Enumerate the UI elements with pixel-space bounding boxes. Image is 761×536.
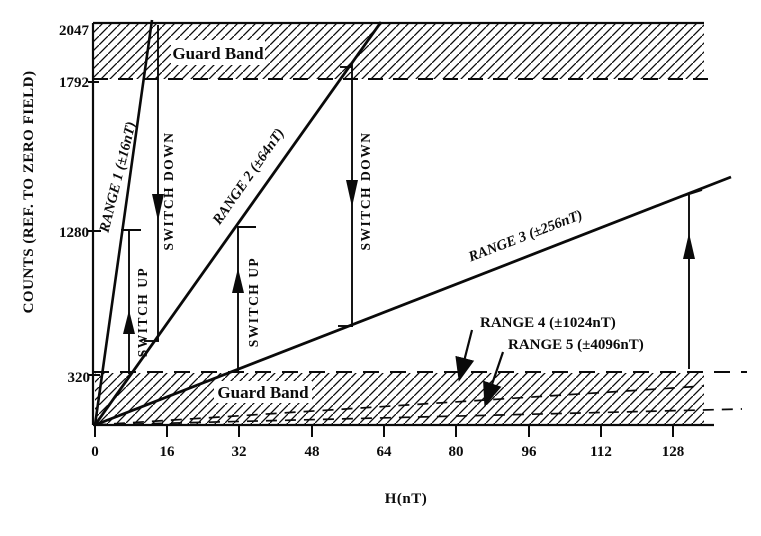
down-arrowhead-icon (346, 180, 358, 207)
x-tick-48: 48 (305, 444, 320, 460)
x-tick-16: 16 (160, 444, 176, 460)
y-tick-1792: 1792 (59, 75, 89, 91)
y-tick-1280: 1280 (59, 225, 89, 241)
range4-leader-arrow-icon (455, 329, 475, 382)
range2-label: RANGE 2 (±64nT) (209, 126, 288, 229)
x-tick-112: 112 (590, 444, 612, 460)
range5-label: RANGE 5 (±4096nT) (508, 337, 644, 353)
guard-band-bottom-label: Guard Band (217, 383, 309, 402)
y-tick-marks (88, 81, 101, 376)
y-tick-2047: 2047 (59, 23, 90, 39)
down-arrowhead-icon (152, 194, 164, 221)
y-tick-320: 320 (68, 370, 91, 386)
up-arrowhead-icon (232, 268, 244, 293)
switch-up-label-1: SWITCH UP (135, 267, 150, 357)
switch-down-label-2: SWITCH DOWN (358, 132, 373, 251)
range3-line (94, 175, 732, 427)
switch-down-label-1: SWITCH DOWN (161, 132, 176, 251)
switch-down-arrow-2 (338, 64, 358, 327)
x-tick-64: 64 (377, 444, 393, 460)
guard-band-top-label: Guard Band (172, 44, 264, 63)
x-tick-80: 80 (449, 444, 464, 460)
x-tick-marks (94, 425, 674, 437)
range1-label: RANGE 1 (±16nT) (96, 120, 139, 235)
switch-up-arrow-3 (679, 189, 703, 369)
switch-up-arrow-1 (121, 229, 141, 374)
y-axis-title: COUNTS (REF. TO ZERO FIELD) (21, 71, 37, 314)
x-tick-32: 32 (232, 444, 247, 460)
range2-line (93, 21, 383, 426)
x-tick-96: 96 (522, 444, 538, 460)
guard-band-top-label-box (171, 40, 265, 65)
range4-label: RANGE 4 (±1024nT) (480, 315, 616, 331)
x-tick-128: 128 (662, 444, 685, 460)
switch-up-arrow-2 (232, 226, 256, 371)
range1-line (93, 19, 154, 426)
x-axis-title: H(nT) (385, 491, 428, 507)
range4-line (94, 385, 705, 426)
x-tick-0: 0 (91, 444, 99, 460)
up-arrowhead-icon (123, 310, 135, 334)
switch-down-arrow-1 (144, 25, 164, 342)
guard-band-bottom-area (95, 373, 704, 425)
range5-line (94, 408, 743, 426)
guard-band-bottom-label-box (214, 381, 312, 403)
switch-up-label-2: SWITCH UP (246, 257, 261, 347)
up-arrowhead-icon (683, 233, 695, 259)
range5-leader-arrow-icon (483, 351, 505, 407)
